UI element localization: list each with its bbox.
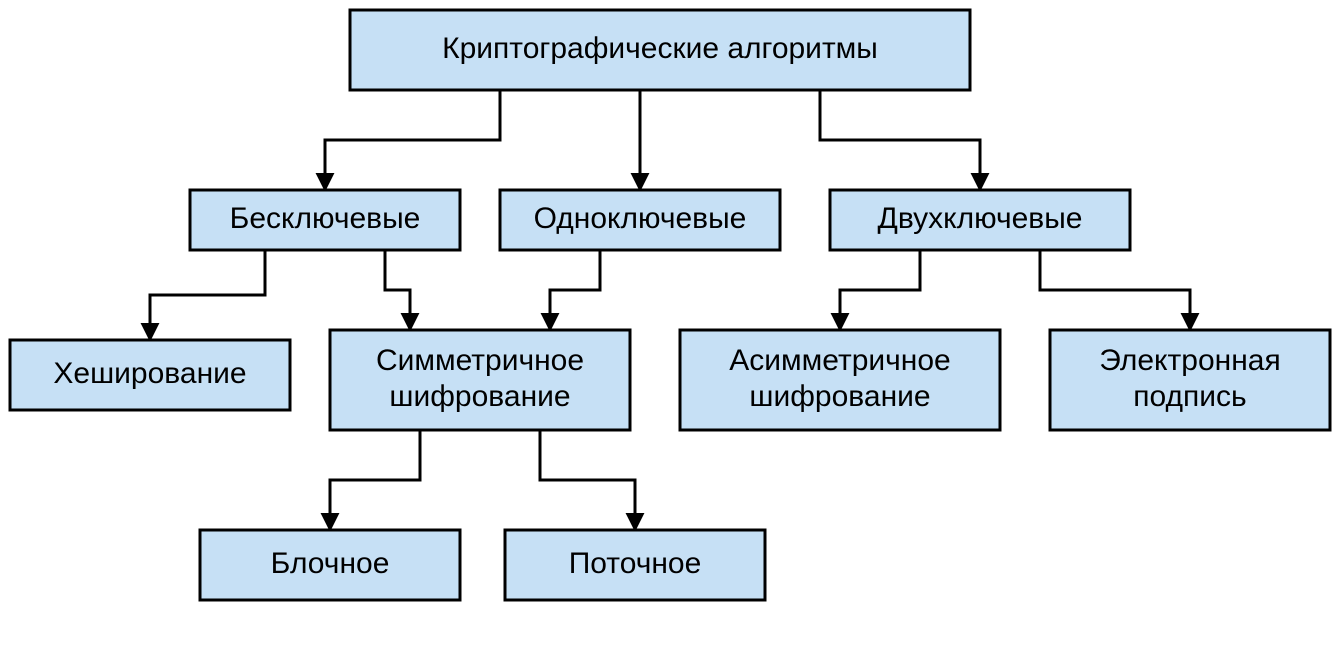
node-sym: Симметричноешифрование	[330, 330, 630, 430]
node-onekey-label-line-0: Одноключевые	[534, 202, 747, 235]
node-esig: Электроннаяподпись	[1050, 330, 1330, 430]
node-asym: Асимметричноешифрование	[680, 330, 1000, 430]
node-asym-label-line-1: шифрование	[749, 380, 930, 413]
node-keyless-label-line-0: Бесключевые	[230, 202, 421, 235]
node-asym-label-line-0: Асимметричное	[729, 344, 950, 377]
node-twokey: Двухключевые	[830, 190, 1130, 250]
node-hash-label-line-0: Хеширование	[53, 357, 246, 390]
node-root: Криптографические алгоритмы	[350, 10, 970, 90]
node-onekey: Одноключевые	[500, 190, 780, 250]
node-esig-label-line-0: Электронная	[1099, 344, 1280, 377]
node-keyless: Бесключевые	[190, 190, 460, 250]
node-sym-label-line-1: шифрование	[389, 380, 570, 413]
node-block: Блочное	[200, 530, 460, 600]
node-stream-label-line-0: Поточное	[569, 547, 702, 580]
node-stream: Поточное	[505, 530, 765, 600]
node-block-label-line-0: Блочное	[271, 547, 390, 580]
node-esig-label-line-1: подпись	[1133, 380, 1246, 413]
node-hash: Хеширование	[10, 340, 290, 410]
crypto-algorithms-tree: Криптографические алгоритмы Бесключевые Од…	[0, 0, 1335, 646]
node-twokey-label-line-0: Двухключевые	[878, 202, 1083, 235]
node-root-label-line-0: Криптографические алгоритмы	[442, 32, 878, 65]
node-sym-label-line-0: Симметричное	[376, 344, 584, 377]
